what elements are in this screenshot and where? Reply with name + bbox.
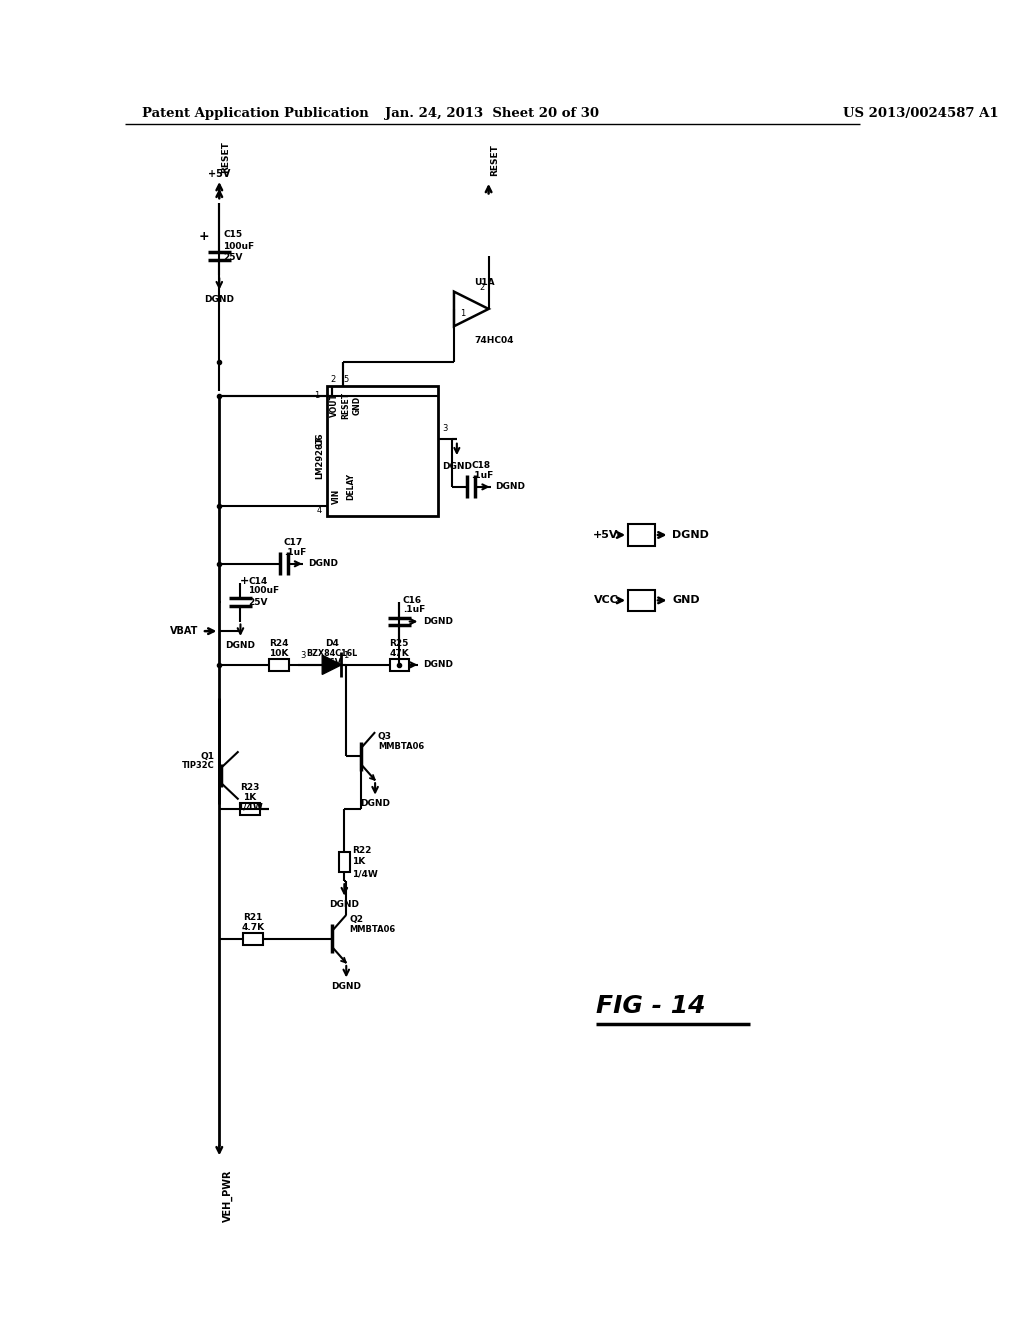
- Text: DGND: DGND: [308, 560, 338, 569]
- Text: 1/4W: 1/4W: [238, 803, 263, 812]
- Text: Q2: Q2: [349, 915, 364, 924]
- Text: VOUT: VOUT: [330, 393, 339, 417]
- Text: +: +: [240, 576, 249, 586]
- Text: 3: 3: [442, 424, 447, 433]
- Text: Q3: Q3: [378, 733, 392, 742]
- Text: 1/4W: 1/4W: [352, 869, 378, 878]
- Text: U6: U6: [315, 432, 325, 446]
- Text: .1uF: .1uF: [284, 548, 306, 557]
- Text: R25: R25: [389, 639, 409, 648]
- Text: R21: R21: [244, 913, 262, 923]
- Text: TIP32C: TIP32C: [181, 762, 214, 771]
- Text: GND: GND: [353, 396, 362, 414]
- Text: D4: D4: [325, 639, 339, 648]
- Text: VIN: VIN: [332, 488, 341, 504]
- Text: DELAY: DELAY: [346, 474, 355, 500]
- Bar: [628, 590, 655, 611]
- Text: .1uF: .1uF: [471, 471, 494, 480]
- Text: MMBTA06: MMBTA06: [349, 925, 395, 933]
- Text: VBAT: VBAT: [170, 626, 198, 636]
- Text: GND: GND: [673, 595, 700, 606]
- Text: 74HC04: 74HC04: [474, 335, 514, 345]
- Text: 2: 2: [330, 375, 335, 384]
- Text: DGND: DGND: [442, 462, 472, 471]
- Text: DGND: DGND: [423, 616, 454, 626]
- Text: 1: 1: [343, 651, 348, 660]
- Text: 5: 5: [343, 375, 348, 384]
- Text: 100uF: 100uF: [248, 586, 280, 595]
- Text: +5V: +5V: [208, 169, 230, 180]
- Text: .1uF: .1uF: [403, 606, 425, 615]
- Bar: [327, 385, 437, 516]
- Text: US 2013/0024587 A1: US 2013/0024587 A1: [843, 107, 998, 120]
- Text: 25V: 25V: [223, 253, 243, 263]
- Text: DGND: DGND: [673, 529, 710, 540]
- Text: RESET: RESET: [341, 392, 350, 418]
- Text: 2: 2: [479, 284, 484, 292]
- Text: 3: 3: [300, 651, 305, 660]
- Text: RESET: RESET: [490, 144, 500, 176]
- Text: DGND: DGND: [423, 660, 454, 669]
- Text: 25V: 25V: [248, 598, 267, 607]
- Text: C17: C17: [284, 539, 303, 548]
- Text: +: +: [199, 230, 209, 243]
- Text: DGND: DGND: [205, 294, 234, 304]
- Text: C18: C18: [471, 461, 490, 470]
- Text: U1A: U1A: [474, 277, 495, 286]
- Text: DGND: DGND: [330, 900, 359, 909]
- Text: C15: C15: [223, 231, 243, 239]
- Text: DGND: DGND: [360, 800, 390, 808]
- Text: RESET: RESET: [221, 141, 230, 173]
- Text: R23: R23: [241, 784, 260, 792]
- Polygon shape: [323, 655, 341, 675]
- Text: DGND: DGND: [496, 482, 525, 491]
- Text: 10K: 10K: [269, 648, 289, 657]
- Text: DGND: DGND: [225, 640, 255, 649]
- Text: R22: R22: [352, 846, 372, 855]
- Text: MMBTA06: MMBTA06: [378, 742, 424, 751]
- Text: 16V: 16V: [323, 659, 341, 668]
- Text: BZX84C16L: BZX84C16L: [306, 648, 357, 657]
- Text: DGND: DGND: [331, 982, 361, 991]
- Text: 1K: 1K: [352, 858, 366, 866]
- Text: 1: 1: [314, 391, 319, 400]
- Text: 4.7K: 4.7K: [242, 923, 264, 932]
- Text: 4: 4: [317, 507, 323, 515]
- Text: FIG - 14: FIG - 14: [596, 994, 706, 1018]
- Text: 47K: 47K: [389, 648, 409, 657]
- Text: 1K: 1K: [244, 793, 257, 803]
- Text: Q1: Q1: [201, 751, 214, 760]
- Text: Patent Application Publication: Patent Application Publication: [142, 107, 369, 120]
- Text: C14: C14: [248, 577, 267, 586]
- Text: Jan. 24, 2013  Sheet 20 of 30: Jan. 24, 2013 Sheet 20 of 30: [385, 107, 599, 120]
- Bar: [628, 524, 655, 545]
- Text: +5V: +5V: [593, 529, 618, 540]
- Text: LM2926T: LM2926T: [315, 437, 325, 479]
- Text: 100uF: 100uF: [223, 242, 254, 251]
- Text: C16: C16: [403, 595, 422, 605]
- Text: VEH_PWR: VEH_PWR: [223, 1170, 233, 1222]
- Text: VCC: VCC: [594, 595, 618, 606]
- Text: 1: 1: [460, 309, 465, 318]
- Text: R24: R24: [269, 639, 289, 648]
